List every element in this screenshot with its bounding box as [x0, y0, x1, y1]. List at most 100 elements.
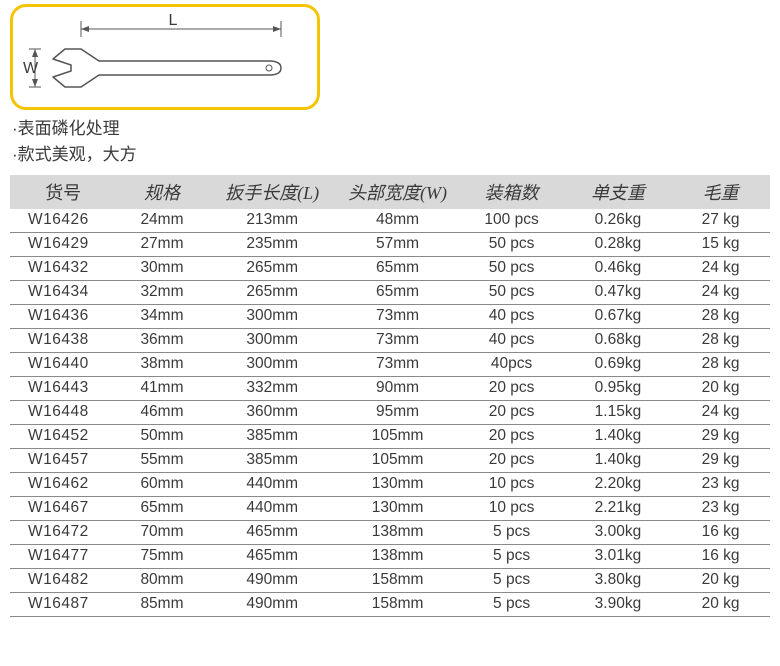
table-cell: 29 kg — [671, 425, 770, 449]
table-cell: 36mm — [116, 329, 207, 353]
table-cell: 465mm — [208, 521, 337, 545]
table-cell: 73mm — [337, 329, 459, 353]
table-cell: 5 pcs — [458, 593, 564, 617]
table-row: W1644846mm360mm95mm20 pcs1.15kg24 kg — [10, 401, 770, 425]
table-cell: 40 pcs — [458, 305, 564, 329]
table-cell: W16443 — [10, 377, 116, 401]
table-cell: 2.20kg — [565, 473, 671, 497]
col-header-width: 头部宽度(W) — [337, 175, 459, 209]
table-cell: 27mm — [116, 233, 207, 257]
table-cell: 1.40kg — [565, 449, 671, 473]
table-cell: 20 pcs — [458, 401, 564, 425]
table-cell: 20 kg — [671, 593, 770, 617]
table-cell: 0.67kg — [565, 305, 671, 329]
table-cell: 0.95kg — [565, 377, 671, 401]
table-cell: W16440 — [10, 353, 116, 377]
table-cell: W16426 — [10, 209, 116, 233]
table-cell: 20 pcs — [458, 449, 564, 473]
table-cell: 16 kg — [671, 521, 770, 545]
table-row: W1645250mm385mm105mm20 pcs1.40kg29 kg — [10, 425, 770, 449]
table-cell: 41mm — [116, 377, 207, 401]
table-cell: 65mm — [337, 257, 459, 281]
product-notes: ·表面磷化处理 ·款式美观，大方 — [10, 116, 770, 167]
table-cell: W16462 — [10, 473, 116, 497]
table-cell: 3.80kg — [565, 569, 671, 593]
table-row: W1647775mm465mm138mm5 pcs3.01kg16 kg — [10, 545, 770, 569]
table-cell: 60mm — [116, 473, 207, 497]
table-cell: 385mm — [208, 425, 337, 449]
table-cell: 40pcs — [458, 353, 564, 377]
table-cell: 29 kg — [671, 449, 770, 473]
table-row: W1647270mm465mm138mm5 pcs3.00kg16 kg — [10, 521, 770, 545]
diagram-label-W: W — [23, 60, 39, 77]
table-cell: 50mm — [116, 425, 207, 449]
table-cell: 28 kg — [671, 305, 770, 329]
table-cell: 90mm — [337, 377, 459, 401]
table-cell: 20 pcs — [458, 425, 564, 449]
diagram-label-L: L — [169, 12, 178, 29]
table-cell: 138mm — [337, 545, 459, 569]
table-cell: 5 pcs — [458, 521, 564, 545]
table-row: W1644341mm332mm90mm20 pcs0.95kg20 kg — [10, 377, 770, 401]
wrench-diagram-box: L W — [10, 4, 320, 110]
table-header-row: 货号 规格 扳手长度(L) 头部宽度(W) 装箱数 单支重 毛重 — [10, 175, 770, 209]
table-cell: 23 kg — [671, 497, 770, 521]
table-cell: 300mm — [208, 329, 337, 353]
table-row: W1646260mm440mm130mm10 pcs2.20kg23 kg — [10, 473, 770, 497]
table-cell: 28 kg — [671, 353, 770, 377]
table-cell: 27 kg — [671, 209, 770, 233]
table-cell: W16487 — [10, 593, 116, 617]
table-cell: 65mm — [116, 497, 207, 521]
table-body: W1642624mm213mm48mm100 pcs0.26kg27 kgW16… — [10, 209, 770, 617]
table-cell: 15 kg — [671, 233, 770, 257]
table-cell: 3.00kg — [565, 521, 671, 545]
table-cell: 20 kg — [671, 569, 770, 593]
table-cell: W16477 — [10, 545, 116, 569]
table-cell: 57mm — [337, 233, 459, 257]
table-row: W1643634mm300mm73mm40 pcs0.67kg28 kg — [10, 305, 770, 329]
table-row: W1643230mm265mm65mm50 pcs0.46kg24 kg — [10, 257, 770, 281]
table-cell: 300mm — [208, 305, 337, 329]
table-cell: 332mm — [208, 377, 337, 401]
table-cell: 50 pcs — [458, 233, 564, 257]
table-row: W1642624mm213mm48mm100 pcs0.26kg27 kg — [10, 209, 770, 233]
table-cell: W16432 — [10, 257, 116, 281]
table-cell: 0.26kg — [565, 209, 671, 233]
table-cell: 138mm — [337, 521, 459, 545]
table-cell: 10 pcs — [458, 473, 564, 497]
table-cell: 73mm — [337, 305, 459, 329]
table-cell: 213mm — [208, 209, 337, 233]
table-cell: W16452 — [10, 425, 116, 449]
table-cell: 105mm — [337, 425, 459, 449]
table-cell: 75mm — [116, 545, 207, 569]
table-cell: 85mm — [116, 593, 207, 617]
table-cell: 48mm — [337, 209, 459, 233]
table-cell: 1.40kg — [565, 425, 671, 449]
table-row: W1642927mm235mm57mm50 pcs0.28kg15 kg — [10, 233, 770, 257]
table-cell: 23 kg — [671, 473, 770, 497]
table-cell: 50 pcs — [458, 257, 564, 281]
table-cell: 20 pcs — [458, 377, 564, 401]
table-cell: 100 pcs — [458, 209, 564, 233]
table-cell: 3.01kg — [565, 545, 671, 569]
table-cell: 440mm — [208, 473, 337, 497]
table-row: W1645755mm385mm105mm20 pcs1.40kg29 kg — [10, 449, 770, 473]
table-cell: 73mm — [337, 353, 459, 377]
table-cell: 5 pcs — [458, 545, 564, 569]
table-cell: 440mm — [208, 497, 337, 521]
col-header-unitweight: 单支重 — [565, 175, 671, 209]
table-cell: 34mm — [116, 305, 207, 329]
table-cell: 300mm — [208, 353, 337, 377]
col-header-packqty: 装箱数 — [458, 175, 564, 209]
table-cell: 65mm — [337, 281, 459, 305]
note-line-1: ·表面磷化处理 — [12, 116, 770, 142]
col-header-length: 扳手长度(L) — [208, 175, 337, 209]
table-cell: 32mm — [116, 281, 207, 305]
table-cell: 265mm — [208, 281, 337, 305]
table-cell: 158mm — [337, 569, 459, 593]
table-row: W1646765mm440mm130mm10 pcs2.21kg23 kg — [10, 497, 770, 521]
table-cell: 0.69kg — [565, 353, 671, 377]
table-cell: 30mm — [116, 257, 207, 281]
col-header-item-no: 货号 — [10, 175, 116, 209]
table-cell: 20 kg — [671, 377, 770, 401]
